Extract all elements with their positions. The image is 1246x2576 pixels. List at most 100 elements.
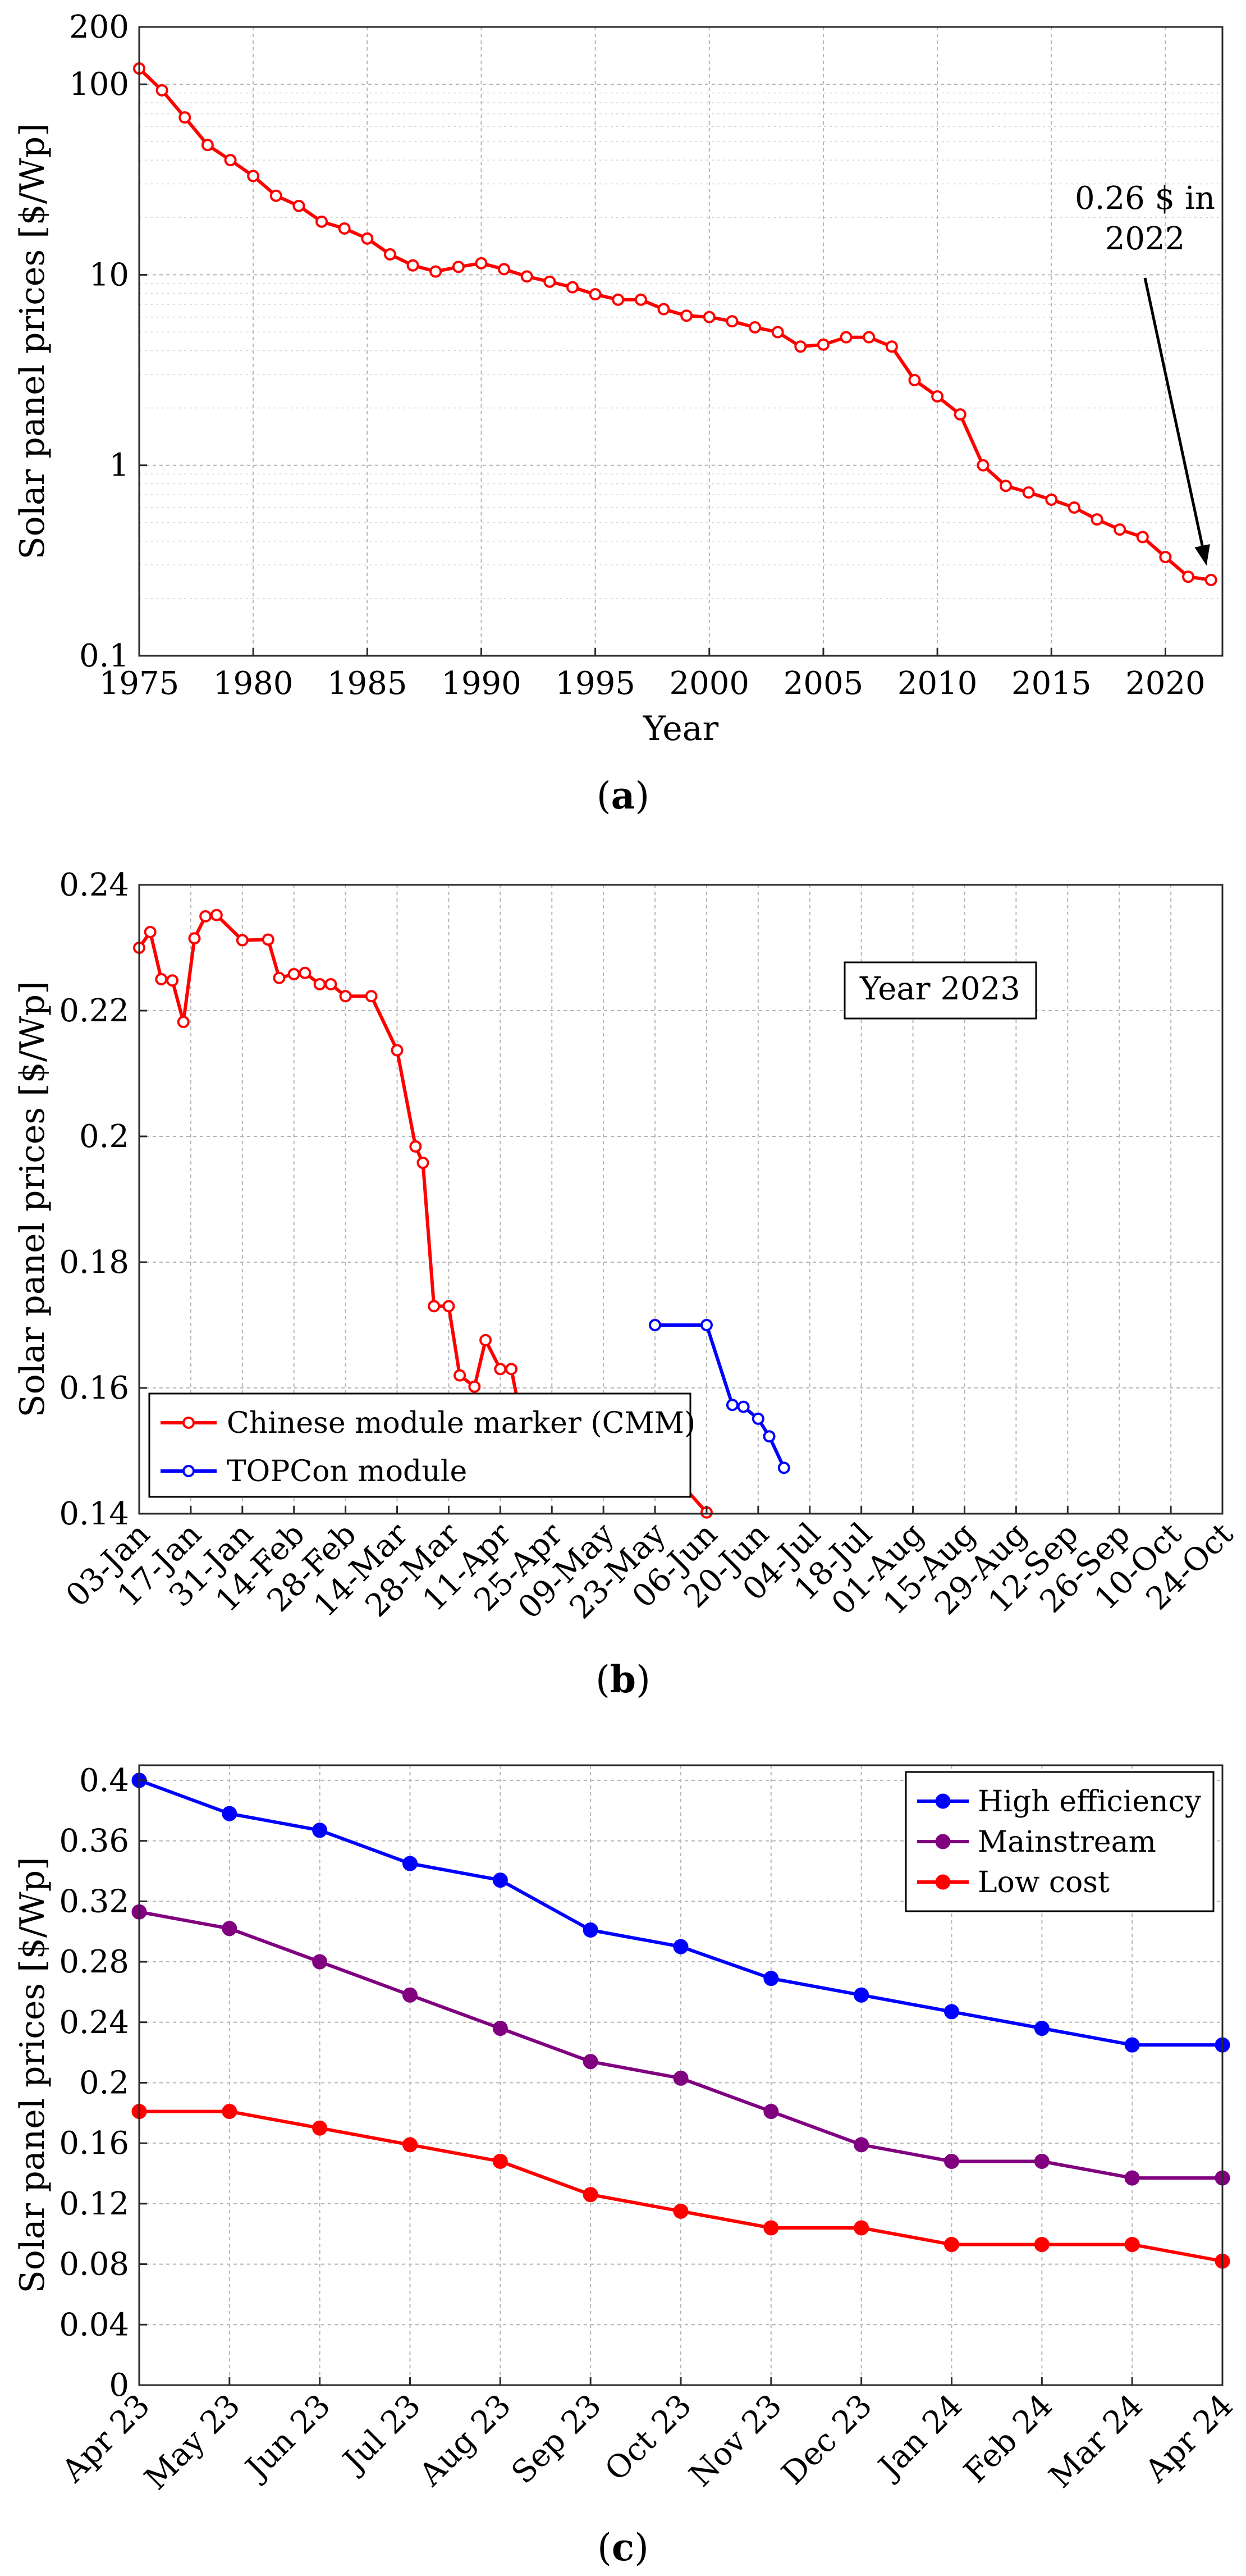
legend-label: Low cost: [978, 1866, 1110, 1899]
chart-a-data-point: [178, 111, 191, 124]
chart-a-data-point: [726, 315, 739, 328]
chart-a-data-point: [794, 340, 807, 353]
chart-a-data-point: [634, 293, 647, 306]
chart-c-data-point: [583, 2187, 598, 2203]
chart-a-data-point: [1022, 486, 1035, 499]
chart-a-data-point: [1091, 513, 1103, 526]
chart-c-ylabel: Solar panel prices [$/Wp]: [13, 1857, 52, 2293]
chart-b-legend: Chinese module marker (CMM) TOPCon module: [148, 1392, 695, 1498]
chart-a-data-point: [498, 263, 511, 276]
chart-c-data-point: [492, 2153, 508, 2169]
chart-a-data-point: [885, 340, 898, 353]
chart-c-ytick-label: 0.24: [59, 2004, 129, 2041]
chart-a-data-point: [543, 275, 556, 288]
chart-a-data-point: [201, 139, 214, 152]
chart-a-data-point: [247, 170, 260, 182]
chart-b-data-point: [365, 990, 378, 1003]
chart-a-data-point: [520, 270, 533, 283]
chart-c-ytick-label: 0.32: [59, 1883, 129, 1920]
chart-b-data-point: [479, 1333, 492, 1346]
chart-c-data-point: [312, 1823, 328, 1838]
chart-c-data-point: [402, 1987, 418, 2003]
chart-c-data-point: [402, 1856, 418, 1871]
chart-b-frame: [138, 884, 1224, 1515]
chart-c-data-point: [222, 1806, 237, 1821]
chart-b-data-point: [199, 910, 212, 922]
chart-c-ytick-label: 0.12: [59, 2186, 129, 2222]
chart-c-xtick-label: Sep 23: [505, 2387, 608, 2491]
chart-c-ytick-label: 0: [109, 2367, 129, 2404]
chart-a-data-point: [315, 215, 328, 228]
chart-a-data-point: [406, 259, 419, 272]
chart-b-ytick-label: 0.22: [59, 993, 129, 1029]
chart-c-data-point: [763, 1971, 779, 1986]
chart-b-ytick-label: 0.14: [59, 1496, 129, 1532]
chart-b-data-point: [442, 1300, 455, 1313]
chart-b-data-point: [777, 1461, 790, 1474]
chart-a-data-point: [155, 84, 168, 97]
chart-c-data-point: [492, 1872, 508, 1888]
chart-b-data-point: [416, 1157, 429, 1170]
chart-b-data-point: [177, 1016, 190, 1029]
chart-b-data-point: [428, 1300, 441, 1313]
annotation-arrowhead: [1194, 544, 1210, 566]
chart-b-data-point: [339, 990, 352, 1003]
chart-c-data-point: [673, 2070, 689, 2086]
chart-b-data-point: [505, 1363, 518, 1376]
chart-a-xtick-label: 2010: [897, 665, 978, 702]
chart-a-data-point: [703, 310, 716, 323]
chart-a-ytick-label: 1: [109, 447, 129, 484]
chart-a-data-point: [612, 293, 625, 306]
chart-a-data-point: [863, 331, 876, 344]
legend-marker: [182, 1465, 195, 1477]
chart-a-data-point: [657, 303, 670, 316]
chart-a-data-point: [383, 248, 396, 261]
chart-a-xtick-label: 1995: [555, 665, 635, 702]
chart-b-data-point: [166, 974, 179, 987]
chart-b-data-point: [737, 1400, 750, 1413]
chart-c-data-point: [312, 1954, 328, 1970]
chart-c-xtick-label: Jan 24: [870, 2387, 969, 2487]
legend-marker: [935, 1793, 951, 1809]
chart-b-data-point: [763, 1430, 776, 1443]
chart-a: 1975 1980 1985 1990 1995 2000 2005 2010 2015 2020…: [13, 9, 1224, 817]
legend-marker: [935, 1834, 951, 1849]
chart-a-annotation: 0.26 $ in 2022: [1075, 180, 1215, 566]
chart-b-data-point: [453, 1369, 466, 1382]
chart-b-data-point: [262, 933, 274, 946]
chart-c-data-point: [1124, 2037, 1140, 2053]
chart-c-data-point: [402, 2137, 418, 2153]
chart-b-ytick-label: 0.24: [59, 867, 129, 903]
chart-a-ytick-label: 0.1: [79, 638, 129, 674]
chart-a-data-point: [269, 189, 282, 202]
chart-c-data-point: [854, 2137, 869, 2153]
chart-b-ytick-label: 0.18: [59, 1244, 129, 1281]
annotation-line-1: 0.26 $ in: [1075, 180, 1215, 217]
chart-a-data-point: [338, 222, 351, 235]
chart-c-ytick-label: 0.2: [79, 2065, 129, 2101]
chart-a-ytick-label: 200: [69, 9, 129, 45]
annotation-line-2: 2022: [1105, 221, 1185, 257]
textbox-border: [844, 961, 1037, 1020]
chart-c: 0 0.04 0.08 0.12 0.16 0.2 0.24 0.28 0.32 0.36 0.4 A…: [13, 1762, 1240, 2569]
chart-c-xtick-label: Apr 24: [1138, 2387, 1240, 2490]
chart-b-data-point: [494, 1363, 507, 1376]
chart-b-data-point: [287, 968, 300, 981]
chart-b-data-point: [324, 978, 337, 990]
chart-a-data-point: [475, 257, 488, 270]
chart-b-data-point: [409, 1140, 422, 1153]
chart-a-data-point: [1068, 501, 1080, 514]
chart-a-xlabel: Year: [643, 709, 719, 748]
annotation-arrow: [1143, 277, 1204, 546]
chart-a-ytick-label: 100: [69, 66, 129, 103]
legend-label: Mainstream: [978, 1825, 1156, 1859]
chart-a-xtick-label: 1975: [99, 665, 180, 702]
chart-c-data-point: [1034, 2237, 1050, 2253]
chart-a-xtick-label: 1980: [213, 665, 294, 702]
chart-c-ytick-label: 0.08: [59, 2246, 129, 2283]
chart-c-data-point: [763, 2104, 779, 2120]
chart-a-data-point: [771, 326, 784, 339]
chart-c-xtick-label: Feb 24: [957, 2387, 1060, 2490]
chart-c-ytick-label: 0.04: [59, 2306, 129, 2343]
